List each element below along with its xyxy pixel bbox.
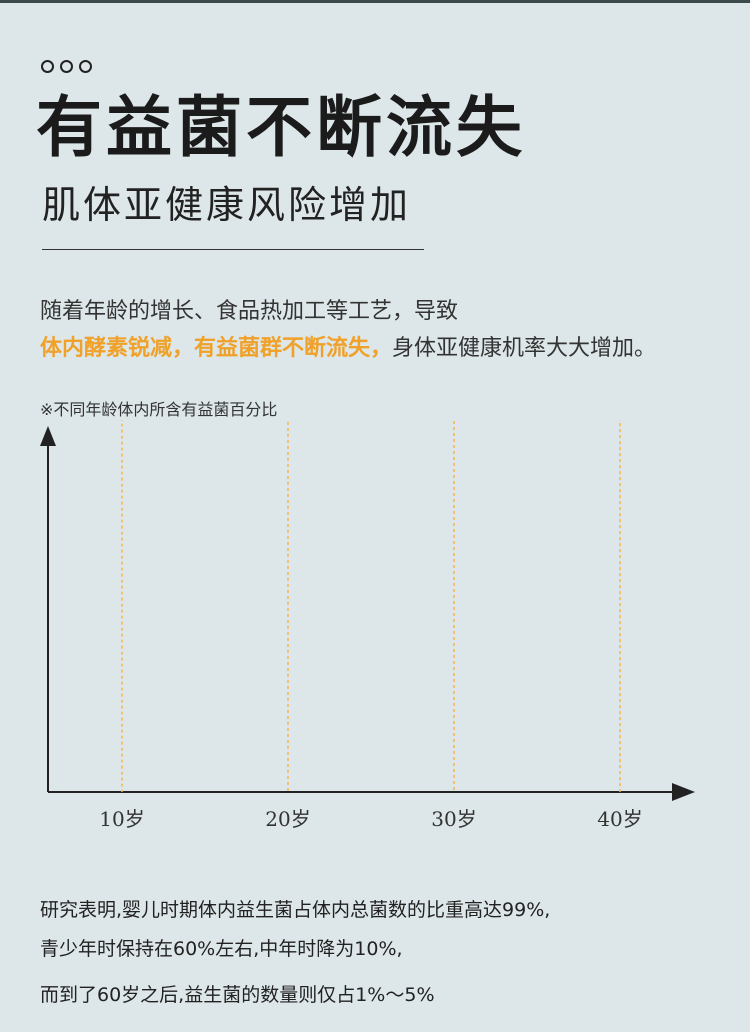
- intro-line-1: 随着年龄的增长、食品热加工等工艺，导致: [40, 299, 459, 324]
- x-tick-label: 40岁: [597, 807, 642, 831]
- circle-icon: [79, 60, 92, 73]
- divider: [42, 249, 424, 250]
- footer-line-1: 研究表明,婴儿时期体内益生菌占体内总菌数的比重高达99%,: [40, 899, 551, 921]
- chart-note: ※不同年龄体内所含有益菌百分比: [40, 400, 278, 419]
- top-bar: [0, 0, 750, 3]
- page-title: 有益菌不断流失: [36, 89, 526, 166]
- intro-rest: 身体亚健康机率大大增加。: [392, 336, 657, 361]
- y-axis-arrow-icon: [40, 426, 56, 446]
- x-axis-arrow-icon: [672, 783, 695, 801]
- intro-line-2: 体内酵素锐减，有益菌群不断流失，身体亚健康机率大大增加。: [40, 333, 656, 365]
- x-tick-label: 30岁: [431, 807, 476, 831]
- x-tick-label: 10岁: [99, 807, 144, 831]
- intro-highlight: 体内酵素锐减，有益菌群不断流失，: [40, 336, 393, 361]
- footer-line-2: 青少年时保持在60%左右,中年时降为10%,: [40, 938, 403, 960]
- circle-icon: [60, 60, 73, 73]
- page-subtitle: 肌体亚健康风险增加: [42, 183, 412, 227]
- footer-line-3: 而到了60岁之后,益生菌的数量则仅占1%～5%: [40, 984, 435, 1006]
- x-tick-label: 20岁: [265, 807, 310, 831]
- circle-icon: [41, 60, 54, 73]
- window-dots: [41, 60, 92, 73]
